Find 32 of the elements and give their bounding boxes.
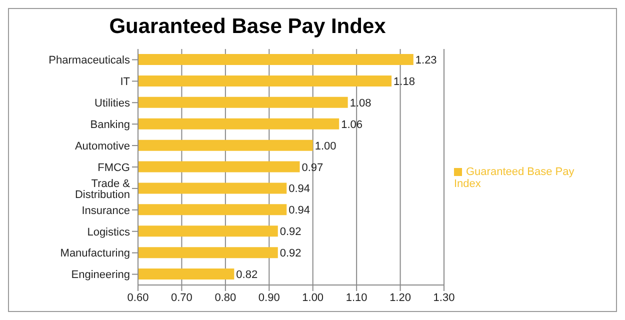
x-tick-label: 0.80 xyxy=(214,292,236,304)
x-tick-label: 0.60 xyxy=(127,292,149,304)
x-tick-label: 1.20 xyxy=(390,292,411,304)
y-tick-label: Insurance xyxy=(82,204,130,217)
data-label: 1.06 xyxy=(341,118,363,131)
y-tick-label: Utilities xyxy=(94,98,130,110)
data-label: 0.82 xyxy=(236,269,258,282)
y-tick-label: Engineering xyxy=(71,269,130,282)
x-tick-label: 1.10 xyxy=(346,292,368,304)
x-tick-label: 1.30 xyxy=(433,292,455,304)
y-tick-label: Manufacturing xyxy=(60,248,130,260)
y-tick-label: Trade & Distribution xyxy=(74,178,131,201)
legend-label: Guaranteed Base Pay Index xyxy=(454,166,574,190)
y-tick-label: FMCG xyxy=(98,162,130,174)
x-tick-label: 1.00 xyxy=(302,292,324,304)
data-label: 1.18 xyxy=(394,76,415,88)
y-tick-label: Logistics xyxy=(87,226,130,238)
data-label: 0.92 xyxy=(280,226,302,238)
chart-title: Guaranteed Base Pay Index xyxy=(108,14,387,40)
y-tick-label: Automotive xyxy=(74,140,130,152)
y-tick-label: IT xyxy=(120,76,130,88)
data-label: 0.92 xyxy=(280,248,302,260)
y-tick-label: Banking xyxy=(90,118,130,131)
data-label: 0.97 xyxy=(302,162,324,174)
data-label: 1.23 xyxy=(415,54,437,66)
x-tick-label: 0.90 xyxy=(258,292,280,304)
data-label: 0.94 xyxy=(288,204,310,217)
data-label: 0.94 xyxy=(288,183,310,196)
data-label: 1.00 xyxy=(314,140,336,152)
y-tick-label: Pharmaceuticals xyxy=(48,54,130,67)
data-label: 1.08 xyxy=(350,97,372,110)
x-tick-label: 0.70 xyxy=(171,292,192,304)
